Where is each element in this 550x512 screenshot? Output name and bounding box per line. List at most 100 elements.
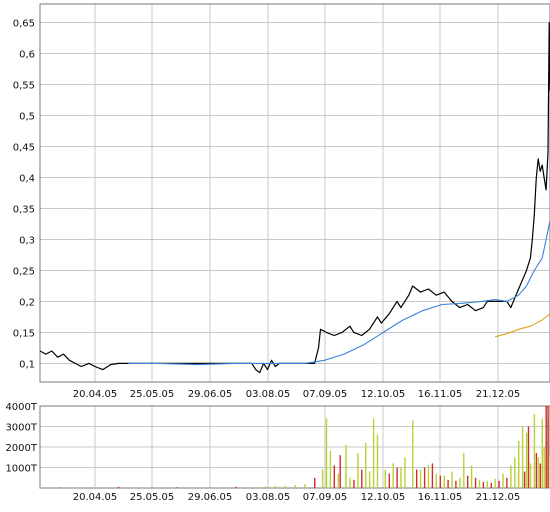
volume-bar-down bbox=[482, 481, 485, 488]
x-tick-label: 21.12.05 bbox=[476, 389, 521, 400]
y-tick-label: 0,2 bbox=[19, 297, 35, 308]
volume-bar-down bbox=[59, 487, 61, 488]
volume-bar-up bbox=[325, 418, 328, 488]
volume-bar-up bbox=[384, 469, 386, 488]
volume-bar-up bbox=[337, 473, 339, 488]
volume-bar-down bbox=[447, 479, 449, 488]
x-tick-label: 29.06.05 bbox=[188, 389, 233, 400]
volume-bar-up bbox=[419, 469, 422, 488]
volume-bar-down bbox=[474, 477, 477, 489]
y-tick-label: 0,25 bbox=[13, 266, 35, 277]
y-tick-label: 0,15 bbox=[13, 328, 35, 339]
x-tick-label: 16.11.05 bbox=[418, 492, 463, 503]
x-tick-label: 03.08.05 bbox=[246, 492, 291, 503]
volume-bar-up bbox=[541, 418, 543, 488]
volume-bar-up bbox=[147, 487, 149, 488]
y-tick-label: 0,45 bbox=[13, 143, 35, 154]
y-tick-label: 4000T bbox=[5, 402, 37, 413]
volume-bar-down bbox=[361, 469, 363, 488]
volume-bar-down bbox=[388, 473, 390, 488]
x-tick-label: 07.09.05 bbox=[303, 492, 348, 503]
y-tick-label: 0,3 bbox=[19, 235, 35, 246]
volume-bar-up bbox=[502, 473, 504, 488]
y-tick-label: 0,1 bbox=[19, 359, 35, 370]
volume-bar-up bbox=[294, 485, 296, 488]
x-tick-label: 20.04.05 bbox=[73, 492, 118, 503]
volume-bar-up bbox=[529, 463, 532, 488]
volume-bar-up bbox=[525, 432, 528, 488]
volume-bar-down bbox=[527, 426, 530, 488]
x-tick-label: 20.04.05 bbox=[73, 389, 118, 400]
volume-bar-up bbox=[470, 465, 473, 488]
x-tick-label: 21.12.05 bbox=[476, 492, 521, 503]
y-tick-label: 0,35 bbox=[13, 204, 35, 215]
volume-bar-up bbox=[510, 465, 512, 488]
volume-bar-down bbox=[439, 475, 441, 488]
volume-bar-up bbox=[486, 480, 488, 488]
volume-bar-up bbox=[514, 457, 516, 489]
volume-bar-up bbox=[543, 447, 545, 488]
volume-bar-up bbox=[518, 440, 520, 488]
volume-bar-up bbox=[435, 473, 437, 488]
x-tick-label: 03.08.05 bbox=[246, 389, 291, 400]
volume-bar-down bbox=[416, 469, 418, 488]
x-tick-label: 16.11.05 bbox=[418, 389, 463, 400]
volume-bar-up bbox=[463, 453, 465, 488]
volume-bar-down bbox=[467, 475, 469, 488]
volume-bar-down bbox=[333, 465, 335, 488]
volume-bar-up bbox=[372, 418, 375, 488]
volume-bar-down bbox=[353, 479, 355, 488]
series-line-ma_short bbox=[494, 313, 550, 338]
volume-bar-down bbox=[431, 463, 434, 488]
volume-bar-down bbox=[490, 482, 492, 488]
volume-bar-down bbox=[545, 406, 547, 488]
x-tick-label: 12.10.05 bbox=[361, 389, 406, 400]
y-tick-label: 0,6 bbox=[19, 50, 35, 61]
volume-bar-up bbox=[412, 420, 414, 488]
y-tick-label: 2000T bbox=[5, 443, 37, 454]
price-chart: 0,1 0,15 0,2 0,25 0,3 0,35 0,4 0,45 0,5 0,55 0,6 0,… bbox=[13, 3, 550, 400]
volume-bar-up bbox=[284, 485, 286, 488]
volume-bar-up bbox=[521, 426, 524, 488]
x-tick-label: 07.09.05 bbox=[303, 389, 348, 400]
series-line-price bbox=[39, 22, 550, 374]
volume-bar-down bbox=[498, 480, 500, 488]
volume-bar-up bbox=[451, 471, 453, 488]
volume-bar-down bbox=[523, 471, 526, 488]
volume-bar-down bbox=[235, 486, 237, 488]
volume-bar-up bbox=[274, 485, 277, 488]
volume-bar-up bbox=[321, 469, 324, 488]
y-tick-label: 0,5 bbox=[19, 112, 35, 123]
volume-bar-up bbox=[443, 475, 445, 488]
y-tick-label: 3000T bbox=[5, 423, 37, 434]
volume-bar-up bbox=[365, 442, 367, 488]
x-tick-label: 25.05.05 bbox=[130, 492, 175, 503]
volume-bar-down bbox=[314, 477, 316, 489]
volume-bar-up bbox=[368, 471, 371, 488]
volume-bar-down bbox=[423, 467, 426, 488]
volume-bar-up bbox=[400, 467, 402, 488]
volume-bar-up bbox=[39, 487, 41, 488]
series-line-ma_long bbox=[128, 220, 550, 366]
volume-bar-down bbox=[339, 455, 341, 488]
volume-bar-up bbox=[392, 463, 394, 488]
volume-bar-up bbox=[404, 457, 406, 489]
volume-bar-up bbox=[304, 484, 306, 488]
volume-bar-down bbox=[535, 453, 538, 488]
volume-bar-down bbox=[547, 406, 549, 488]
volume-bar-up bbox=[478, 479, 481, 488]
volume-bar-down bbox=[117, 486, 120, 488]
volume-bar-up bbox=[459, 477, 461, 489]
x-tick-label: 12.10.05 bbox=[361, 492, 406, 503]
x-tick-label: 29.06.05 bbox=[188, 492, 233, 503]
volume-bar-up bbox=[265, 486, 267, 488]
volume-bar-down bbox=[396, 467, 398, 488]
volume-bar-up bbox=[357, 453, 359, 488]
x-tick-label: 25.05.05 bbox=[130, 389, 175, 400]
volume-bar-up bbox=[255, 487, 257, 488]
volume-bar-down bbox=[506, 477, 508, 489]
volume-bar-up bbox=[494, 478, 496, 488]
volume-bar-down bbox=[176, 487, 179, 488]
price-chart-frame bbox=[39, 3, 550, 383]
y-tick-label: 0,65 bbox=[13, 19, 35, 30]
